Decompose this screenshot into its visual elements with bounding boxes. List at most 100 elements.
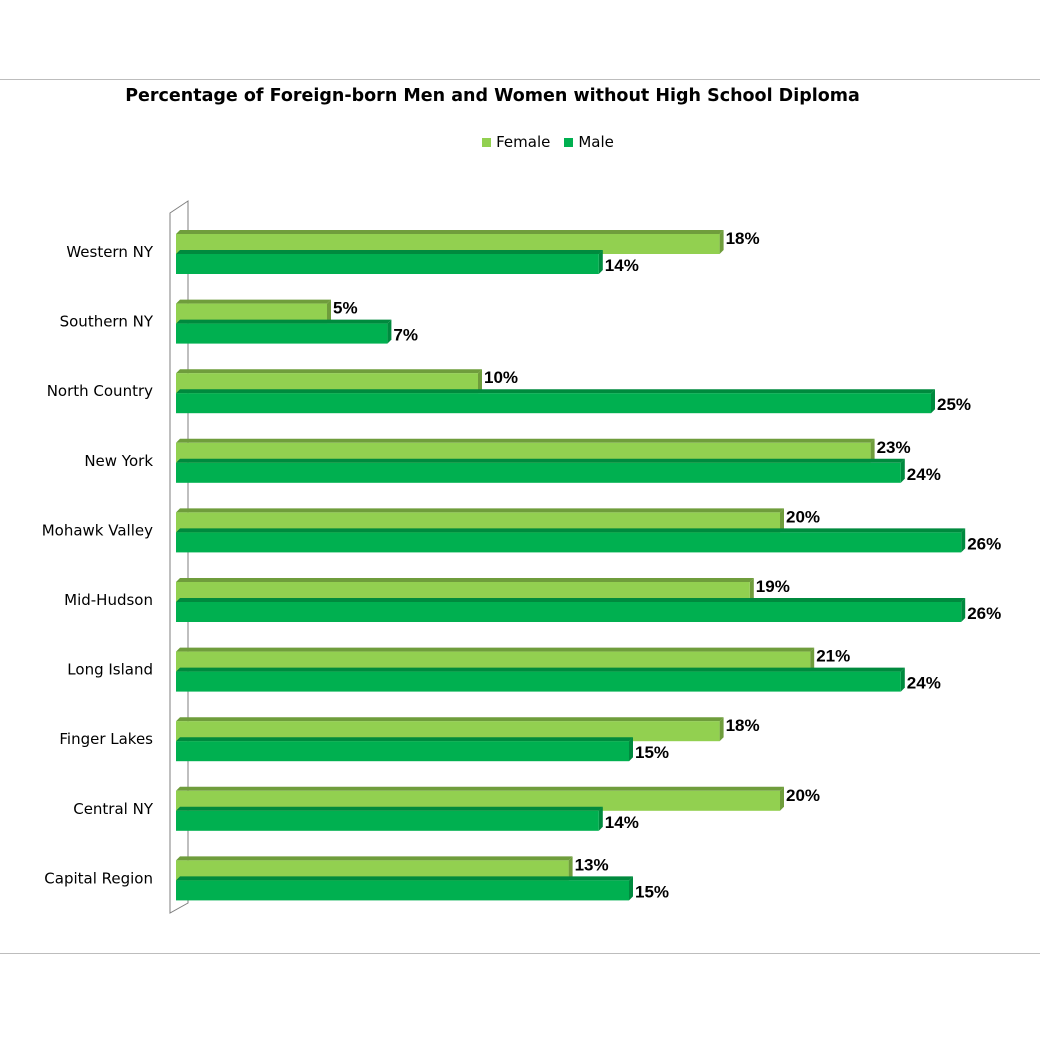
value-label: 13% [575, 855, 609, 874]
bar-top [176, 667, 905, 672]
bar-top [176, 786, 784, 791]
category-label: Long Island [67, 661, 153, 679]
bar-male [176, 323, 388, 344]
value-label: 19% [756, 577, 790, 596]
bar-male [176, 602, 962, 622]
bar-side [870, 438, 875, 463]
value-label: 20% [786, 786, 820, 805]
category-label: Western NY [66, 243, 154, 261]
value-label: 24% [907, 465, 941, 484]
value-label: 20% [786, 507, 820, 526]
bar-side [961, 598, 966, 622]
bar-female [176, 860, 569, 881]
bar-top [176, 508, 784, 513]
value-label: 26% [967, 534, 1001, 553]
value-label: 18% [726, 229, 760, 248]
bar-female [176, 234, 720, 254]
value-label: 26% [967, 604, 1001, 623]
value-label: 10% [484, 368, 518, 387]
value-label: 14% [605, 256, 639, 275]
bar-side [719, 717, 724, 742]
bottom-divider [0, 953, 1040, 954]
category-label: Southern NY [60, 313, 154, 331]
bar-top [176, 806, 603, 811]
bar-side [629, 876, 633, 901]
bar-top [176, 299, 331, 304]
legend-swatch-male [564, 137, 574, 147]
legend: Female Male [0, 133, 1040, 151]
bar-side [900, 458, 905, 483]
bar-female [176, 721, 720, 742]
category-label: North Country [47, 382, 153, 400]
value-label: 23% [877, 438, 911, 457]
bar-top [176, 250, 603, 254]
legend-label-male: Male [578, 133, 614, 151]
bar-male [176, 393, 931, 414]
bar-side [900, 667, 905, 692]
bar-side [780, 786, 784, 811]
bar-side [780, 508, 784, 533]
bar-male [176, 880, 629, 901]
value-label: 25% [937, 395, 971, 414]
bar-female [176, 373, 478, 394]
bar-female [176, 512, 780, 533]
bar-top [176, 856, 573, 861]
bar-top [176, 578, 754, 582]
bar-top [176, 717, 724, 722]
category-label: Capital Region [44, 869, 153, 887]
bar-side [719, 230, 724, 254]
bar-side [931, 389, 935, 414]
bar-female [176, 651, 811, 672]
bar-female [176, 582, 750, 602]
bar-male [176, 532, 962, 553]
bar-side [478, 369, 482, 394]
bar-male [176, 462, 901, 483]
bar-top [176, 389, 935, 394]
bar-top [176, 230, 724, 234]
bar-male [176, 254, 599, 274]
category-label: Finger Lakes [59, 730, 153, 748]
bar-male [176, 810, 599, 831]
y-axis-wall [169, 200, 189, 914]
value-label: 24% [907, 674, 941, 693]
category-label: New York [84, 452, 153, 470]
bar-male [176, 741, 629, 762]
bar-top [176, 369, 482, 374]
legend-swatch-female [482, 137, 492, 147]
value-label: 21% [816, 647, 850, 666]
bar-female [176, 790, 780, 811]
bar-top [176, 458, 905, 463]
legend-item-female: Female [482, 133, 550, 151]
bar-top [176, 438, 875, 443]
bar-top [176, 876, 633, 881]
bar-side [568, 856, 573, 881]
value-label: 15% [635, 882, 669, 901]
value-label: 7% [393, 326, 418, 345]
bar-side [387, 319, 392, 344]
bar-top [176, 737, 633, 742]
bar-top [176, 319, 392, 324]
value-label: 5% [333, 299, 358, 318]
legend-item-male: Male [564, 133, 614, 151]
bar-side [749, 578, 754, 602]
bar-top [176, 647, 815, 652]
category-label: Central NY [73, 800, 154, 818]
bar-female [176, 442, 871, 463]
value-label: 15% [635, 743, 669, 762]
chart-title: Percentage of Foreign-born Men and Women… [125, 86, 860, 106]
category-label: Mid-Hudson [64, 591, 153, 609]
value-label: 18% [726, 716, 760, 735]
bar-side [598, 806, 603, 831]
category-label: Mohawk Valley [42, 521, 153, 539]
bar-side [810, 647, 815, 672]
top-divider [0, 79, 1040, 80]
bar-female [176, 303, 327, 324]
bar-top [176, 528, 966, 533]
bar-side [327, 299, 331, 324]
bar-side [629, 737, 633, 762]
bar-side [961, 528, 966, 553]
bar-top [176, 598, 966, 602]
legend-label-female: Female [496, 133, 551, 151]
bar-male [176, 671, 901, 692]
